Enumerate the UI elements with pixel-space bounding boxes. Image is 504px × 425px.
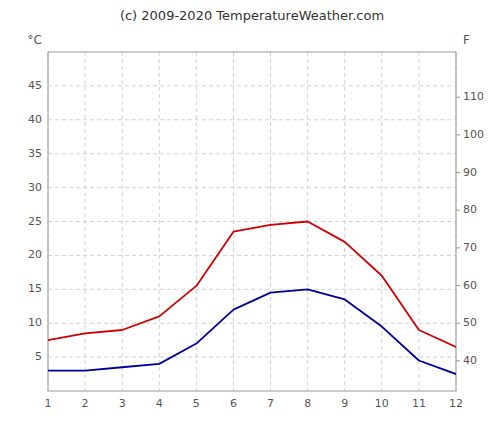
grid-line bbox=[159, 52, 160, 391]
x-tick-label: 4 bbox=[156, 397, 163, 410]
y-tick-label: 45 bbox=[28, 79, 42, 92]
y2-tick bbox=[456, 97, 460, 98]
y-axis-label: °C bbox=[28, 33, 42, 47]
x-tick-label: 8 bbox=[304, 397, 311, 410]
y2-tick-label: 40 bbox=[463, 354, 477, 367]
y2-tick-label: 80 bbox=[463, 203, 477, 216]
y-tick-label: 25 bbox=[28, 215, 42, 228]
grid-line bbox=[48, 289, 456, 290]
x-tick-label: 1 bbox=[45, 397, 52, 410]
y2-tick bbox=[456, 172, 460, 173]
grid-line bbox=[270, 52, 271, 391]
grid-line bbox=[233, 52, 234, 391]
y2-tick bbox=[456, 210, 460, 211]
x-tick-label: 12 bbox=[449, 397, 463, 410]
y2-tick-label: 70 bbox=[463, 241, 477, 254]
x-tick-label: 11 bbox=[412, 397, 426, 410]
grid-line bbox=[344, 52, 345, 391]
y2-tick-label: 50 bbox=[463, 316, 477, 329]
grid-line bbox=[48, 255, 456, 256]
y2-tick bbox=[456, 360, 460, 361]
y-axis: 5 10 15 20 25 30 35 40 45 °C bbox=[28, 33, 42, 363]
y-tick-label: 20 bbox=[28, 248, 42, 261]
x-tick-label: 6 bbox=[230, 397, 237, 410]
plot-frame bbox=[48, 52, 456, 391]
y-tick-label: 10 bbox=[28, 316, 42, 329]
y2-tick bbox=[456, 323, 460, 324]
y-tick-label: 40 bbox=[28, 113, 42, 126]
y2-tick-label: 90 bbox=[463, 166, 477, 179]
grid-line bbox=[48, 153, 456, 154]
line-series bbox=[48, 222, 456, 347]
plot-area bbox=[48, 222, 456, 375]
x-tick-label: 2 bbox=[82, 397, 89, 410]
grid-line bbox=[48, 119, 456, 120]
y2-axis: 40 50 60 70 80 90 100 110 F bbox=[456, 33, 484, 367]
grid-line bbox=[85, 52, 86, 391]
x-axis: 123456789101112 bbox=[45, 397, 464, 410]
y-tick-label: 5 bbox=[35, 350, 42, 363]
y-tick-label: 30 bbox=[28, 181, 42, 194]
grid-line bbox=[48, 357, 456, 358]
y2-tick bbox=[456, 285, 460, 286]
grid-line bbox=[381, 52, 382, 391]
grid-line bbox=[48, 187, 456, 188]
y2-axis-label: F bbox=[463, 33, 470, 47]
chart-container: (c) 2009-2020 TemperatureWeather.com 5 10 1… bbox=[0, 0, 504, 425]
grid bbox=[48, 52, 456, 391]
grid-line bbox=[48, 323, 456, 324]
grid-line bbox=[418, 52, 419, 391]
x-tick-label: 7 bbox=[267, 397, 274, 410]
x-tick-label: 10 bbox=[375, 397, 389, 410]
y2-tick bbox=[456, 134, 460, 135]
y2-tick-label: 110 bbox=[463, 90, 484, 103]
y2-tick-label: 100 bbox=[463, 128, 484, 141]
title: (c) 2009-2020 TemperatureWeather.com bbox=[120, 8, 384, 23]
x-tick-label: 5 bbox=[193, 397, 200, 410]
grid-line bbox=[48, 221, 456, 222]
x-tick-label: 9 bbox=[341, 397, 348, 410]
y2-tick-label: 60 bbox=[463, 279, 477, 292]
y-tick-label: 15 bbox=[28, 282, 42, 295]
grid-line bbox=[122, 52, 123, 391]
grid-line bbox=[196, 52, 197, 391]
line-series bbox=[48, 289, 456, 374]
y-tick-label: 35 bbox=[28, 147, 42, 160]
y2-tick bbox=[456, 247, 460, 248]
x-tick-label: 3 bbox=[119, 397, 126, 410]
grid-line bbox=[48, 85, 456, 86]
chart: (c) 2009-2020 TemperatureWeather.com 5 10 1… bbox=[0, 0, 504, 425]
